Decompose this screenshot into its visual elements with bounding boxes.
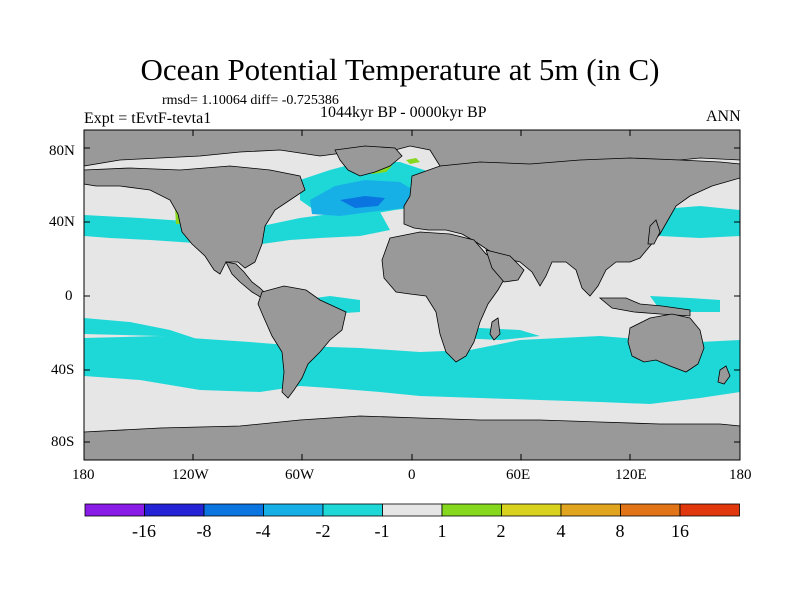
lat-tick-label: 80N [49,143,75,159]
colorbar-swatch [679,503,740,517]
eurasia [403,157,741,297]
colorbar-label: -2 [315,521,331,541]
japan [647,219,661,245]
lon-tick-label: 60E [506,467,531,483]
colorbar-swatch [263,503,324,517]
lat-tick-label: 0 [65,288,73,304]
north-america [83,165,306,275]
colorbar-label: -8 [196,521,212,541]
south-pacific-cool-patch [84,318,200,340]
land-masses [83,129,741,461]
africa [381,231,507,363]
lon-tick-label: 60W [285,467,315,483]
indonesia [598,297,691,317]
south-america [257,285,347,399]
colorbar-swatch [382,503,443,517]
lat-tick-label: 40S [51,362,75,378]
colorbar-swatch [441,503,502,517]
southern-ocean-cool-band [84,336,740,404]
colorbar-label: -16 [132,521,156,541]
colorbar-swatch [84,503,145,517]
new-zealand [717,365,731,385]
colorbar-label: 8 [615,521,625,541]
greenland [334,145,403,177]
lat-tick-label: 80S [51,434,75,450]
rmsd-diff-stats: rmsd= 1.10064 diff= -0.725386 [162,93,339,108]
greenland-sea-warm-patch [406,158,420,164]
colorbar-swatch [560,503,621,517]
colorbar-label: 2 [496,521,506,541]
colorbar-label: 4 [556,521,566,541]
axis-tick-marks [83,130,741,460]
lon-tick-label: 120E [615,467,647,483]
plot-title: Ocean Potential Temperature at 5m (in C) [140,52,660,87]
lon-tick-label: 0 [408,467,416,483]
lon-tick-label: 180 [72,467,95,483]
lon-tick-label: 180 [729,467,752,483]
time-period-label: 1044kyr BP - 0000kyr BP [320,104,487,121]
colorbar-swatch [203,503,264,517]
australia [627,313,705,373]
colorbar-label: -1 [374,521,390,541]
lat-tick-label: 40N [49,214,75,230]
colorbar-swatch [620,503,681,517]
madagascar [489,317,501,341]
north-atlantic-cool-band [262,210,390,244]
subpolar-atlantic-cool-4 [340,196,385,208]
colorbar [84,503,740,517]
colorbar-swatch [144,503,205,517]
colorbar-label: -4 [255,521,271,541]
experiment-label: Expt = tEvtF-tevta1 [84,110,212,127]
season-label: ANN [706,108,741,125]
arabia [485,249,525,283]
colorbar-swatch [501,503,562,517]
west-pacific-cool-band [650,206,740,238]
colorbar-label: 16 [671,521,689,541]
colorbar-label: 1 [437,521,447,541]
colorbar-swatch [322,503,383,517]
lon-tick-label: 120W [172,467,209,483]
